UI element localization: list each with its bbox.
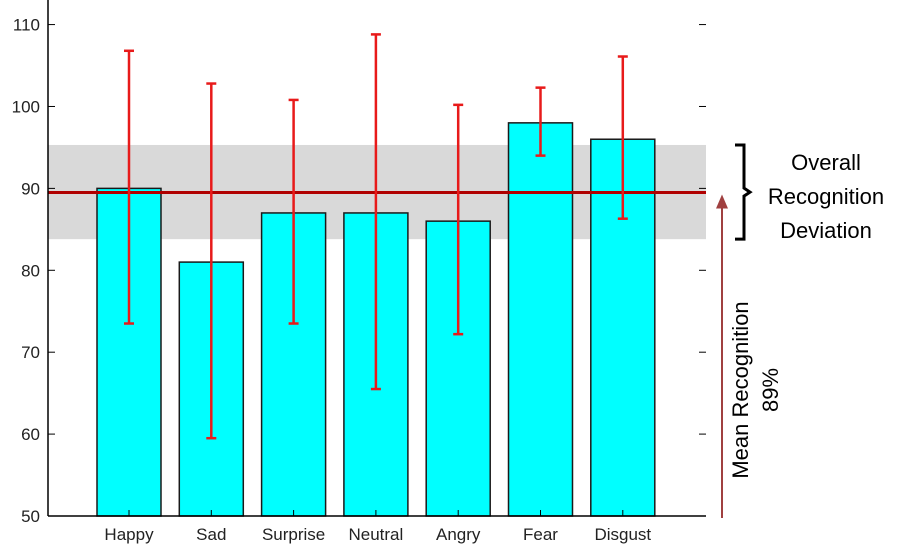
error-bar-happy <box>124 49 134 325</box>
y-tick-label: 80 <box>21 261 40 280</box>
x-tick-label: Angry <box>436 525 481 544</box>
y-tick-label: 90 <box>21 179 40 198</box>
error-bar-angry <box>453 103 464 336</box>
error-bar-sad <box>206 82 217 440</box>
y-tick-label: 100 <box>12 97 40 116</box>
x-tick-label: Neutral <box>348 525 403 544</box>
y-tick-label: 70 <box>21 343 40 362</box>
x-tick-label: Disgust <box>594 525 651 544</box>
x-tick-label: Happy <box>104 525 154 544</box>
mean-arrow-head <box>716 194 728 209</box>
x-tick-label: Fear <box>523 525 558 544</box>
mean-label-line: Mean Recognition <box>728 301 753 478</box>
x-tick-label: Sad <box>196 525 226 544</box>
mean-label-line: 89% <box>758 368 783 412</box>
bar-fear <box>507 122 574 517</box>
x-tick-label: Surprise <box>262 525 325 544</box>
error-bar-fear <box>535 86 546 157</box>
y-tick-label: 110 <box>13 16 40 35</box>
error-bar-neutral <box>370 33 381 391</box>
y-tick-label: 60 <box>21 425 40 444</box>
deviation-label-line: Deviation <box>780 218 872 243</box>
error-bar-disgust <box>617 55 628 220</box>
error-bar-surprise <box>288 98 299 325</box>
y-tick-label: 50 <box>21 507 40 526</box>
deviation-bracket <box>735 143 753 241</box>
deviation-label-line: Overall <box>791 150 861 175</box>
deviation-label-line: Recognition <box>768 184 884 209</box>
